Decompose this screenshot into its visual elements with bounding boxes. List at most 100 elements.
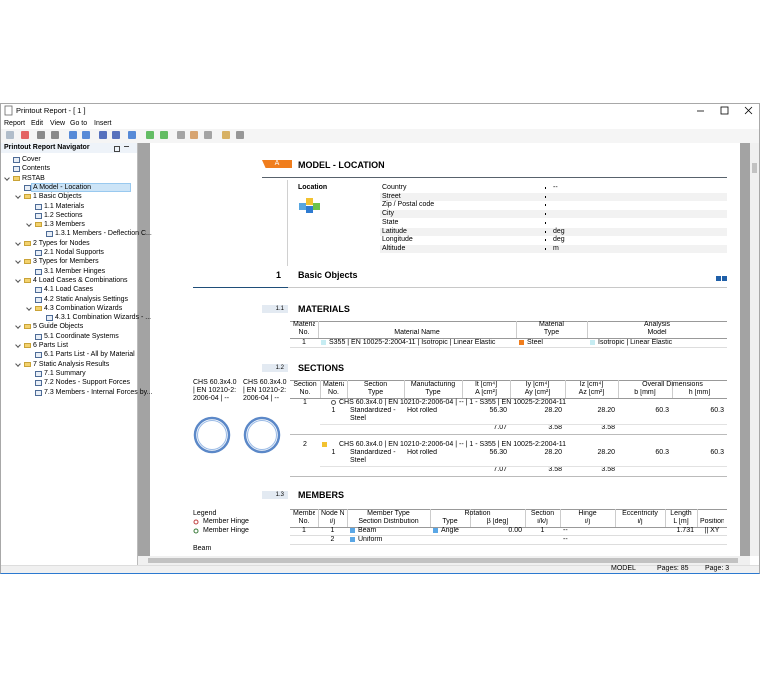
column-header: Iy [cm⁴] [525,381,550,388]
toolbar-button[interactable] [99,131,107,139]
section-preview-label: CHS 60.3x4.0 | EN 10210-2:2006-04 | -- [193,379,237,402]
rule [193,287,288,288]
type-swatch [519,340,524,345]
toolbar-button[interactable] [112,131,120,139]
toolbar-button[interactable] [222,131,230,139]
toolbar-button[interactable] [69,131,77,139]
toolbar-button[interactable] [160,131,168,139]
separator [545,204,546,207]
column-header: Member Type [367,510,410,517]
table-cell: Hot rolled [407,449,437,456]
tree-item[interactable]: 4.3 Combination Wizards [44,304,123,312]
scroll-thumb[interactable] [148,558,738,563]
tree-item[interactable]: Contents [22,165,51,173]
tree-item[interactable]: 3.1 Member Hinges [44,267,106,275]
toolbar-button[interactable] [190,131,198,139]
page-icon [35,250,42,256]
menu-item[interactable]: Go to [70,120,88,127]
table-cell: Angle [441,527,459,534]
tree-item[interactable]: 1.3.1 Members - Deflection C... [55,230,152,238]
column-header: No. [328,389,339,396]
tree-item[interactable]: 1.3 Members [44,221,85,229]
column-header: Type [425,389,441,396]
toolbar-button[interactable] [128,131,136,139]
toolbar-button[interactable] [204,131,212,139]
toolbar-button[interactable] [82,131,90,139]
column-header: Manufacturing [410,381,456,388]
tree-item[interactable]: 5.1 Coordinate Systems [44,332,119,340]
tree-item[interactable]: 7 Static Analysis Results [33,360,110,368]
folder-icon [24,324,31,330]
toolbar-button[interactable] [236,131,244,139]
field-value: -- [553,184,558,191]
field-label: Latitude [382,227,407,235]
menu-item[interactable]: View [50,120,66,127]
column-header: No. [298,329,310,336]
column-header: β [deg] [486,518,509,525]
tree-item[interactable]: 7.1 Summary [44,369,86,377]
table-cell: 60.3 [710,407,724,414]
tree-item[interactable]: RSTAB [22,174,45,182]
subsection-number: 1.3 [275,492,284,498]
table-cell: 1 [330,527,335,534]
column-header: Member [293,510,315,517]
scroll-thumb[interactable] [752,163,757,173]
tree-item[interactable]: 4 Load Cases & Combinations [33,276,128,284]
tree-item[interactable]: 6.1 Parts List - All by Material [44,351,135,359]
tree-item[interactable]: 3 Types for Members [33,258,99,266]
pin-button[interactable] [114,146,120,152]
table-cell: -- [563,527,568,534]
field-label: Country [382,184,407,191]
tree-item[interactable]: 4.1 Load Cases [44,286,94,294]
type-swatch [321,340,326,345]
separator [545,230,546,233]
column-line [525,509,526,527]
toolbar-button[interactable] [177,131,185,139]
vertical-scrollbar[interactable] [750,143,759,556]
menu-item[interactable]: Edit [31,120,44,127]
column-header: Material Name [394,329,440,336]
table-cell: 28.20 [544,449,562,456]
page-icon [46,315,53,322]
subsection-number: 1.1 [275,306,284,312]
tree-item[interactable]: 1 Basic Objects [33,193,82,201]
tree-item[interactable]: 2 Types for Nodes [33,239,90,247]
window-title: Printout Report - [ 1 ] [16,106,86,115]
toolbar-button[interactable] [6,131,14,139]
tree-item[interactable]: Cover [22,156,41,163]
tree-item[interactable]: 2.1 Nodal Supports [44,249,104,256]
section-preview-label: CHS 60.3x4.0 | EN 10210-2:2006-04 | -- [243,379,287,402]
tree-item[interactable]: 4.3.1 Combination Wizards - ... [55,314,152,322]
field-label: Zip / Postal code [382,201,435,209]
table-cell: Steel [527,339,543,346]
toolbar-button[interactable] [21,131,29,139]
tree-item[interactable]: 4.2 Static Analysis Settings [44,295,129,303]
column-header: i/j [584,518,591,525]
tree-item[interactable]: 6 Parts List [33,342,69,349]
tree-item[interactable]: A Model - Location [33,183,91,191]
tree-item[interactable]: 7.2 Nodes - Support Forces [44,379,130,387]
tree-item[interactable]: 5 Guide Objects [33,323,84,331]
page-icon [13,166,20,173]
toolbar-button[interactable] [37,131,45,139]
status-pages: Pages: 85 [657,565,689,572]
column-line [565,380,566,398]
column-header: Eccentricity [622,510,658,517]
tree-item[interactable]: 7.3 Members - Internal Forces by... [44,388,153,396]
toolbar-button[interactable] [51,131,59,139]
row-line [290,347,727,348]
tree-item[interactable]: 1.1 Materials [44,202,85,210]
page-icon [35,212,42,219]
column-line [318,509,319,527]
close-panel-button[interactable] [124,146,129,152]
folder-icon [24,194,31,200]
toolbar-button[interactable] [146,131,154,139]
menu-item[interactable]: Report [4,120,26,127]
menu-item[interactable]: Insert [94,120,112,127]
table-cell: 60.3 [710,449,724,456]
tree-item[interactable]: 1.2 Sections [44,211,83,219]
type-swatch [590,340,595,345]
column-line [430,509,431,527]
table-border [290,398,727,399]
page-icon [35,268,42,275]
